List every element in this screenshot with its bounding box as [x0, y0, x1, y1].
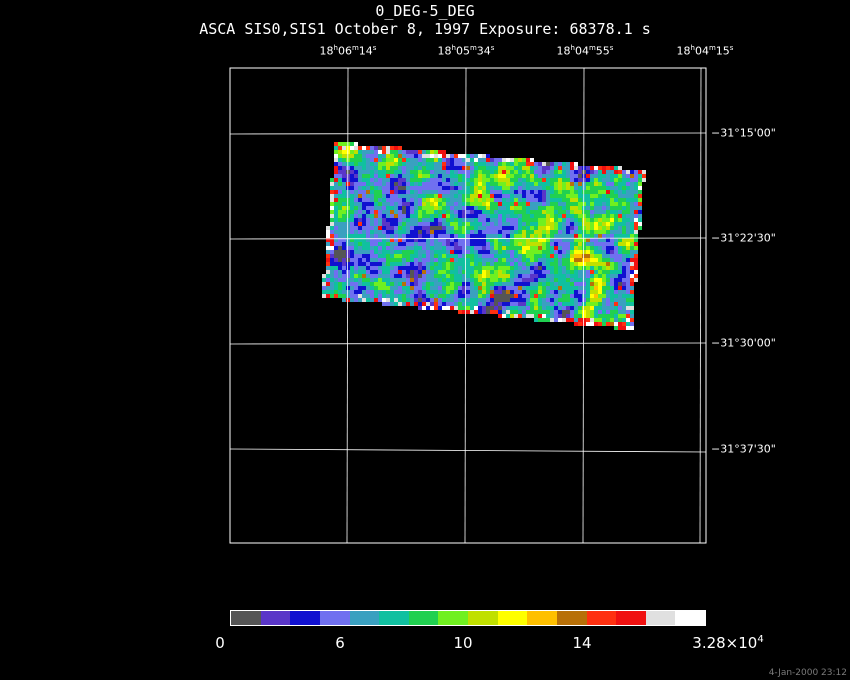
ra-grid-line — [346, 67, 349, 544]
image-title: 0_DEG-5_DEG — [375, 2, 475, 20]
dec-grid-line — [229, 448, 707, 453]
colorbar-label: 10 — [453, 634, 473, 652]
coordinate-grid — [229, 67, 707, 544]
dec-grid-line — [229, 342, 707, 345]
ra-tick-label: 18h04m15s — [676, 44, 734, 58]
colorbar-label: 6 — [335, 634, 345, 652]
colorbar-swatch — [290, 611, 320, 625]
colorbar-swatch — [349, 611, 380, 625]
ra-tick-label: 18h06m14s — [319, 44, 377, 58]
colorbar-swatch — [556, 611, 587, 625]
colorbar-label: 14 — [572, 634, 592, 652]
dec-tick-label: −31°15'00" — [711, 126, 776, 140]
xray-intensity-map — [322, 142, 646, 330]
colorbar-swatch — [408, 611, 439, 625]
colorbar-swatch — [497, 611, 528, 625]
colorbar-swatch — [319, 611, 350, 625]
colorbar-max-label: 3.28×104 — [692, 634, 764, 652]
colorbar-swatch — [231, 611, 261, 625]
colorbar-label: 0 — [215, 634, 225, 652]
dec-grid-line — [229, 237, 707, 240]
colorbar — [230, 610, 706, 626]
dec-grid-line — [229, 132, 707, 135]
plot-frame — [229, 67, 707, 544]
colorbar-swatch — [616, 611, 646, 625]
ra-tick-label: 18h05m34s — [437, 44, 495, 58]
dec-tick-label: −31°37'30" — [711, 442, 776, 456]
colorbar-swatch — [468, 611, 498, 625]
ra-tick-label: 18h04m55s — [556, 44, 614, 58]
colorbar-swatch — [260, 611, 291, 625]
colorbar-swatch — [645, 611, 676, 625]
colorbar-swatch — [527, 611, 557, 625]
colorbar-swatch — [438, 611, 468, 625]
ra-grid-line — [582, 67, 585, 544]
ra-grid-line — [464, 67, 467, 544]
colorbar-swatch — [586, 611, 617, 625]
ra-grid-line — [699, 67, 702, 544]
dec-tick-label: −31°30'00" — [711, 336, 776, 350]
image-subtitle: ASCA SIS0,SIS1 October 8, 1997 Exposure:… — [199, 20, 651, 38]
timestamp: 4-Jan-2000 23:12 — [768, 668, 847, 678]
colorbar-swatch — [675, 611, 705, 625]
colorbar-swatch — [379, 611, 409, 625]
dec-tick-label: −31°22'30" — [711, 231, 776, 245]
